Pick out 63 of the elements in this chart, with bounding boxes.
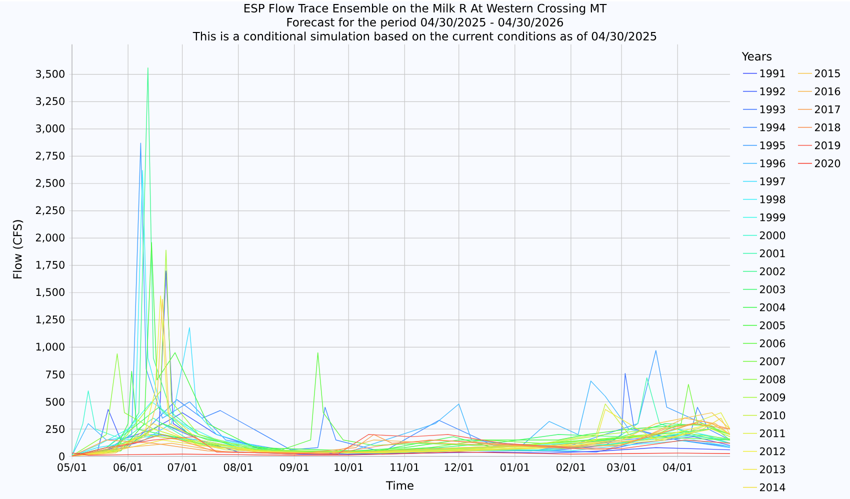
legend-label: 1998 xyxy=(760,195,786,204)
legend-label: 1996 xyxy=(760,159,786,168)
y-tick-label: 2,750 xyxy=(36,152,64,161)
x-tick-label: 03/01 xyxy=(607,463,636,472)
legend-label: 2005 xyxy=(760,321,785,330)
legend-label: 1991 xyxy=(760,69,785,78)
legend-label: 2011 xyxy=(760,429,785,438)
legend-label: 2008 xyxy=(760,375,786,384)
legend-label: 1997 xyxy=(760,177,785,186)
y-tick-label: 3,250 xyxy=(36,96,64,106)
y-tick-label: 500 xyxy=(46,398,64,406)
y-tick-label: 2,250 xyxy=(36,206,64,216)
x-tick-label: 09/01 xyxy=(280,463,308,472)
legend-label: 1994 xyxy=(760,123,786,132)
x-tick-label: 05/01 xyxy=(58,463,86,472)
x-tick-label: 10/01 xyxy=(334,463,363,472)
y-tick-label: 0 xyxy=(59,452,64,460)
legend-label: 1992 xyxy=(760,87,785,96)
legend-label: 2020 xyxy=(814,159,840,168)
y-tick-label: 3,500 xyxy=(36,70,64,79)
y-axis-title: Flow (CFS) xyxy=(12,220,24,278)
chart-title: ESP Flow Trace Ensemble on the Milk R At Western Crossing MT xyxy=(244,3,607,15)
legend-label: 2019 xyxy=(814,141,840,150)
legend-label: 2001 xyxy=(760,249,785,258)
legend-label: 2013 xyxy=(760,465,785,474)
x-tick-label: 01/01 xyxy=(500,463,529,472)
x-tick-label: 08/01 xyxy=(224,463,252,472)
legend-label: 2017 xyxy=(814,105,840,114)
legend-label: 1999 xyxy=(760,213,786,222)
y-tick-label: 250 xyxy=(46,424,64,433)
y-tick-label: 1,750 xyxy=(36,260,64,270)
legend-label: 2009 xyxy=(760,393,786,402)
x-tick-label: 02/01 xyxy=(556,463,586,472)
x-tick-label: 11/01 xyxy=(390,463,419,472)
legend-title: Years xyxy=(742,52,772,60)
x-tick-label: 04/01 xyxy=(663,463,692,472)
legend-label: 1995 xyxy=(760,141,785,150)
y-tick-label: 2,500 xyxy=(36,178,64,188)
legend-label: 2010 xyxy=(760,411,786,420)
legend-label: 2014 xyxy=(760,483,786,492)
legend-label: 2012 xyxy=(760,447,785,456)
text: This is a conditional simulation based on the current conditions as of 04/30/2025 xyxy=(192,31,656,42)
legend-label: 2018 xyxy=(814,123,840,132)
legend-label: 1993 xyxy=(760,105,785,114)
legend-label: 2015 xyxy=(814,69,840,78)
y-tick-label: 750 xyxy=(46,370,64,378)
x-tick-label: 12/01 xyxy=(444,463,473,472)
legend-label: 2003 xyxy=(760,285,785,294)
x-tick-label: 07/01 xyxy=(168,463,196,472)
legend-label: 2000 xyxy=(760,231,786,240)
y-tick-label: 1,250 xyxy=(36,315,64,324)
y-tick-label: 1,000 xyxy=(36,342,64,352)
x-tick-label: 06/01 xyxy=(114,463,142,472)
legend-label: 2016 xyxy=(814,87,840,96)
legend-label: 2007 xyxy=(760,357,785,366)
x-axis-title: Time xyxy=(386,480,414,490)
legend-label: 2006 xyxy=(760,339,786,348)
chart-subtitle: Forecast for the period 04/30/2025 - 04/30/2026 xyxy=(287,17,564,29)
y-tick-label: 2,000 xyxy=(36,233,64,242)
y-tick-label: 3,000 xyxy=(36,124,64,134)
legend-label: 2002 xyxy=(760,267,785,276)
y-tick-label: 1,500 xyxy=(36,288,64,297)
legend-label: 2004 xyxy=(760,303,786,312)
